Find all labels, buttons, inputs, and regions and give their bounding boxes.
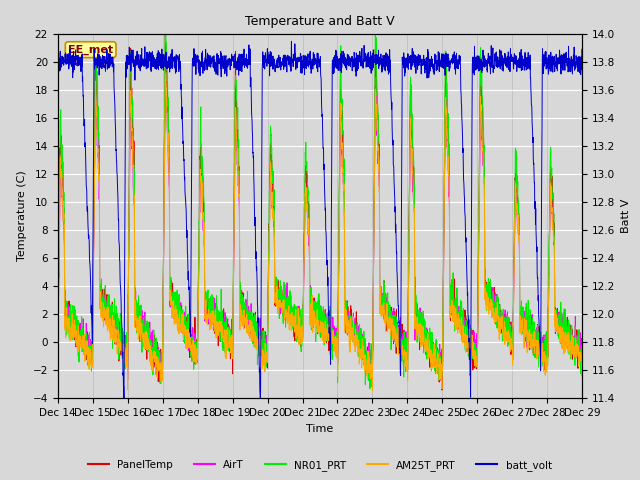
NR01_PRT — [366, 386, 374, 392]
AirT — [200, 242, 208, 248]
Title: Temperature and Batt V: Temperature and Batt V — [245, 15, 395, 28]
batt_volt — [120, 396, 128, 401]
batt_volt — [200, 60, 208, 65]
NR01_PRT — [200, 200, 208, 205]
NR01_PRT — [54, 336, 61, 342]
PanelTemp — [347, 312, 355, 317]
AirT — [335, 224, 343, 229]
AM25T_PRT — [335, 233, 343, 239]
NR01_PRT — [532, 343, 540, 348]
AM25T_PRT — [347, 333, 355, 339]
Line: PanelTemp: PanelTemp — [58, 35, 582, 390]
NR01_PRT — [347, 326, 355, 332]
PanelTemp — [200, 218, 208, 224]
AirT — [368, 372, 376, 377]
NR01_PRT — [473, 345, 481, 351]
Legend: PanelTemp, AirT, NR01_PRT, AM25T_PRT, batt_volt: PanelTemp, AirT, NR01_PRT, AM25T_PRT, ba… — [84, 456, 556, 475]
AirT — [579, 348, 586, 353]
Line: NR01_PRT: NR01_PRT — [58, 34, 582, 389]
NR01_PRT — [547, 159, 555, 165]
batt_volt — [579, 72, 586, 77]
AM25T_PRT — [54, 357, 61, 363]
PanelTemp — [438, 387, 445, 393]
batt_volt — [54, 64, 61, 70]
AirT — [473, 331, 481, 336]
Line: batt_volt: batt_volt — [58, 41, 582, 398]
AM25T_PRT — [162, 71, 170, 76]
PanelTemp — [547, 166, 555, 172]
Text: EE_met: EE_met — [68, 45, 113, 55]
AirT — [54, 349, 61, 355]
batt_volt — [335, 59, 343, 65]
PanelTemp — [335, 204, 343, 209]
PanelTemp — [161, 32, 169, 37]
Line: AirT: AirT — [58, 86, 582, 374]
NR01_PRT — [335, 196, 343, 202]
NR01_PRT — [161, 31, 169, 36]
PanelTemp — [579, 353, 586, 359]
AM25T_PRT — [547, 201, 555, 207]
Y-axis label: Batt V: Batt V — [621, 199, 631, 233]
batt_volt — [547, 66, 555, 72]
PanelTemp — [532, 344, 540, 350]
batt_volt — [287, 38, 295, 44]
batt_volt — [473, 55, 481, 60]
batt_volt — [532, 240, 540, 245]
PanelTemp — [473, 356, 481, 361]
AM25T_PRT — [200, 220, 208, 226]
Y-axis label: Temperature (C): Temperature (C) — [17, 170, 27, 262]
Line: AM25T_PRT: AM25T_PRT — [58, 73, 582, 391]
AM25T_PRT — [579, 352, 586, 358]
AirT — [532, 325, 540, 331]
PanelTemp — [54, 340, 61, 346]
AM25T_PRT — [473, 362, 481, 368]
AM25T_PRT — [532, 337, 540, 343]
AirT — [347, 323, 355, 328]
X-axis label: Time: Time — [307, 424, 333, 433]
batt_volt — [347, 55, 355, 61]
NR01_PRT — [579, 355, 586, 360]
AM25T_PRT — [369, 388, 376, 394]
AirT — [161, 83, 169, 89]
AirT — [547, 194, 555, 200]
